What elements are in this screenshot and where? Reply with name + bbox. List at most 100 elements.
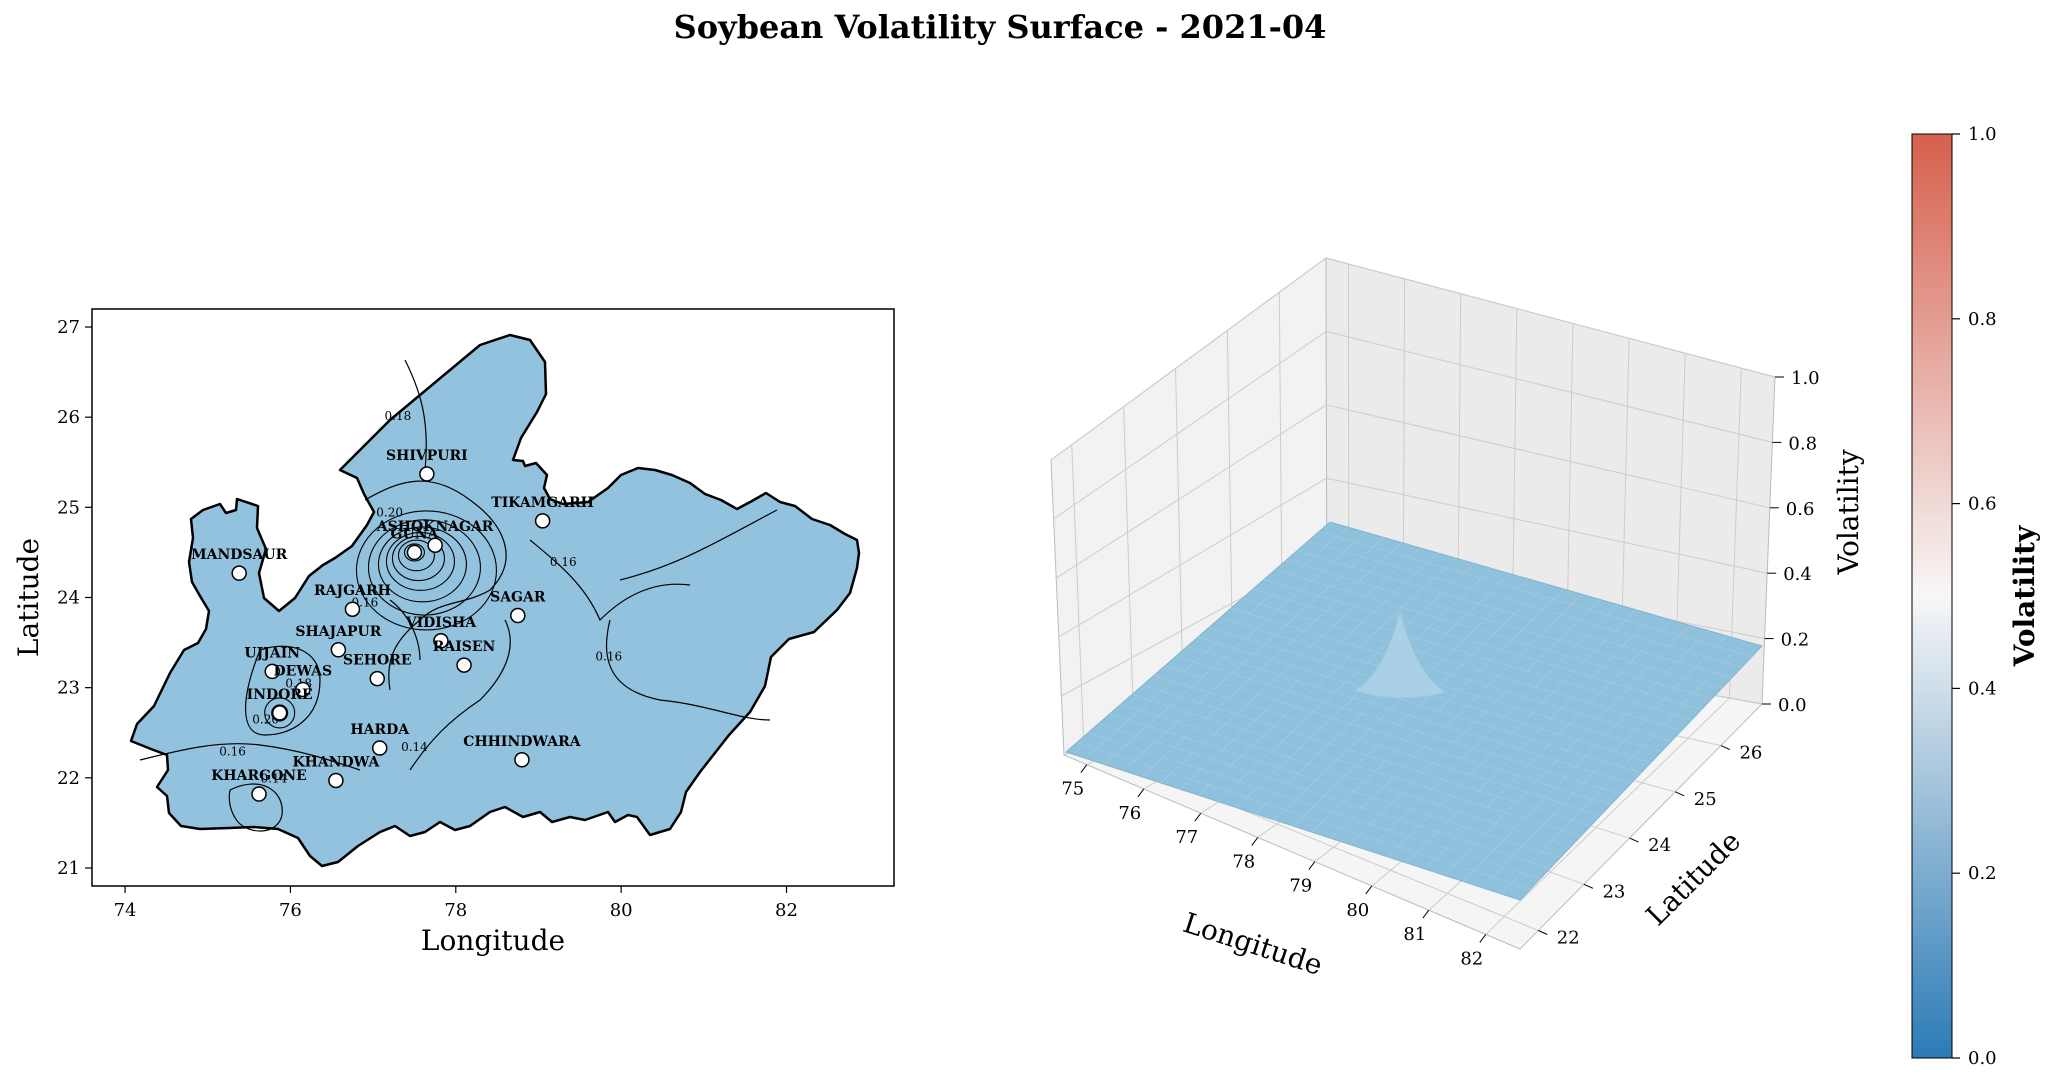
district-label: TIKAMGARH <box>491 495 594 511</box>
contour-ring <box>377 526 468 603</box>
surface-mesh-line <box>1307 540 1742 668</box>
contour-line <box>619 509 778 581</box>
y-tick-label: 22 <box>1557 928 1580 949</box>
x-tick-mark <box>1479 934 1487 943</box>
contour-line <box>409 619 511 771</box>
contour-ring <box>355 510 498 631</box>
surface-mesh <box>1076 526 1753 895</box>
pane-gridline <box>1123 406 1134 721</box>
pane-gridline <box>1055 404 1327 579</box>
district-label: KHANDWA <box>292 755 380 771</box>
pane-gridline <box>1326 404 1770 509</box>
district-marker <box>369 670 385 687</box>
contour-line <box>139 743 361 771</box>
surface-mesh-line <box>1462 630 1709 882</box>
x-tick-mark <box>1308 861 1316 871</box>
surface-mesh-line <box>1318 531 1753 657</box>
district-label: UJJAIN <box>244 645 300 661</box>
x-tick-label: 80 <box>1346 900 1369 921</box>
district-label: INDORE <box>247 687 313 703</box>
surface-peak <box>1353 610 1447 699</box>
pane-gridline <box>1058 477 1327 638</box>
chart-title: Soybean Volatility Surface - 2021-04 <box>673 8 1327 46</box>
x-tick-label: 77 <box>1175 827 1198 848</box>
y-tick-label: 25 <box>57 497 80 518</box>
pane-gridline <box>1325 257 1776 378</box>
contour-ring <box>271 704 289 722</box>
map-axis-ticks: 74 76 78 80 82 21 22 23 24 25 26 27 <box>57 317 798 921</box>
contour-label: 0.20 <box>376 505 403 519</box>
x-tick-label: 81 <box>1403 924 1426 945</box>
surface-mesh-line <box>1481 635 1727 888</box>
x-tick-label: 76 <box>279 900 302 921</box>
floor-gridline <box>1485 697 1730 935</box>
district-label: SHIVPURI <box>386 448 468 464</box>
surface-mesh-line <box>1285 559 1722 689</box>
contour-ring <box>385 531 456 591</box>
contour-label: 0.18 <box>385 409 412 423</box>
y-tick-label: 27 <box>57 317 80 338</box>
district-marker <box>328 772 344 789</box>
colorbar-tick-label: 1.0 <box>1968 124 1997 145</box>
district-marker <box>330 642 347 658</box>
district-marker <box>433 633 449 649</box>
y-tick-mark <box>1720 745 1731 751</box>
contour-line <box>529 539 691 622</box>
district-label: CHHINDWARA <box>463 734 581 750</box>
contour-line <box>605 619 771 721</box>
pane-gridline <box>1326 477 1768 574</box>
x-tick-label: 82 <box>775 900 798 921</box>
pane-gridline <box>1071 444 1085 746</box>
colorbar-tick-label: 0.6 <box>1968 494 1997 515</box>
y-tick-label: 25 <box>1694 789 1717 810</box>
contour-line <box>244 645 321 736</box>
contour-line <box>389 599 421 661</box>
colorbar-tick-label: 0.4 <box>1968 678 1997 699</box>
colorbar-label: Volatility <box>2008 525 2041 667</box>
colorbar-tick-label: 0.8 <box>1968 309 1997 330</box>
y-tick-label: 23 <box>1602 881 1625 902</box>
district-label: MANDSAUR <box>191 547 287 563</box>
contour-map-panel: 74 76 78 80 82 21 22 23 24 25 26 27 0.18 0.20 0.16 0.1… <box>12 308 895 957</box>
x-tick-mark <box>1251 837 1259 846</box>
district-marker <box>271 705 288 721</box>
x-tick-label: 82 <box>1460 948 1483 969</box>
y-tick-label: 26 <box>1739 743 1762 764</box>
y-tick-mark <box>1583 883 1594 889</box>
district-marker <box>231 565 247 581</box>
contour-label: 0.16 <box>550 555 577 569</box>
colorbar: 0.0 0.2 0.4 0.6 0.8 1.0 Volatility <box>1911 124 2041 1069</box>
z-tick-label: 1.0 <box>1791 368 1820 389</box>
district-label: DEWAS <box>274 663 333 679</box>
contour-line <box>364 480 507 691</box>
x-tick-label: 79 <box>1289 876 1312 897</box>
district-marker <box>251 786 267 802</box>
z-tick-label: 0.6 <box>1786 499 1815 520</box>
surface-x-axis-label: Longitude <box>1179 906 1326 982</box>
pane-gridline <box>1326 330 1773 443</box>
map-x-axis-label: Longitude <box>421 924 565 957</box>
district-marker <box>534 513 551 529</box>
x-tick-label: 78 <box>1232 851 1255 872</box>
surface-mesh-line <box>1500 640 1745 895</box>
district-label: RAJGARH <box>314 583 391 599</box>
contour-peak-rings <box>264 510 498 729</box>
district-marker <box>510 607 526 624</box>
x-tick-label: 78 <box>444 900 467 921</box>
surface-mesh-line <box>1296 550 1732 679</box>
district-marker <box>456 657 472 673</box>
district-label: KHARGONE <box>211 768 307 784</box>
x-tick-mark <box>1422 909 1430 919</box>
pane-gridline <box>1053 330 1327 520</box>
district-marker <box>344 601 361 617</box>
contour-ring <box>397 539 436 572</box>
y-tick-label: 26 <box>57 407 80 428</box>
map-y-axis-label: Latitude <box>12 538 45 657</box>
contour-ring <box>403 543 426 562</box>
district-label: ASHOKNAGAR <box>376 519 494 535</box>
contour-label: 0.16 <box>595 650 622 664</box>
contour-ring <box>391 535 446 582</box>
z-tick-label: 0.2 <box>1781 630 1810 651</box>
y-tick-mark <box>1675 791 1685 797</box>
